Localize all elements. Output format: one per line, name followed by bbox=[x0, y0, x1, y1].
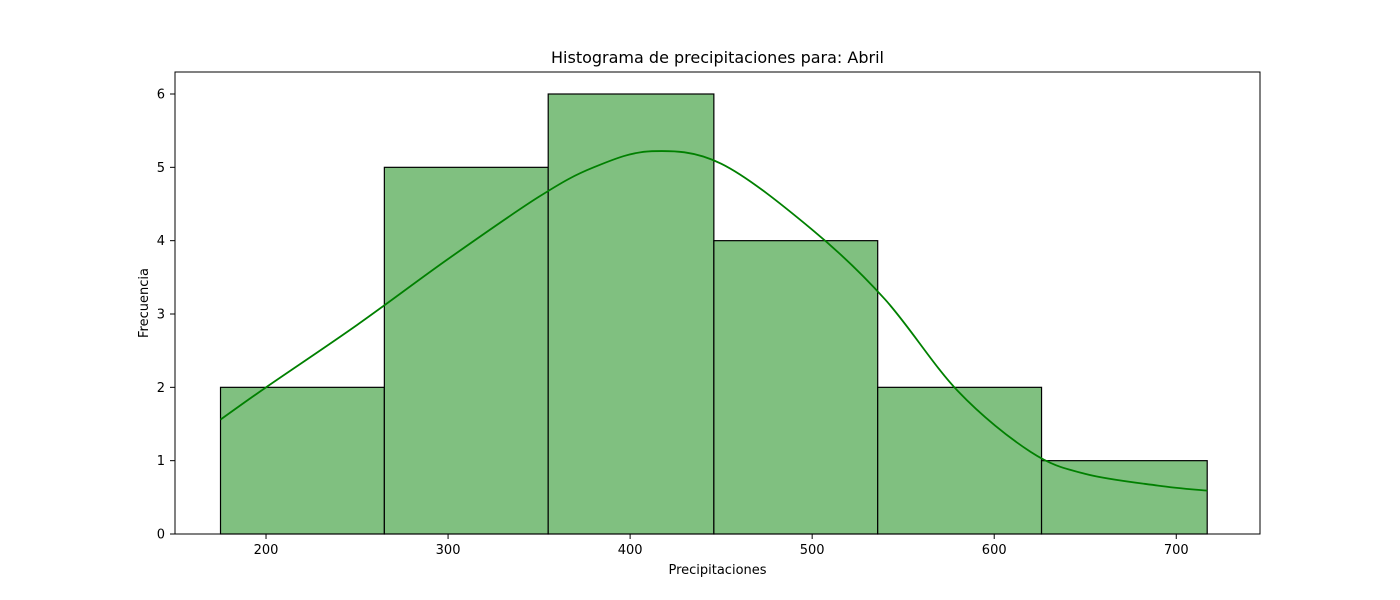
x-tick-label: 600 bbox=[982, 543, 1007, 558]
chart-title: Histograma de precipitaciones para: Abri… bbox=[551, 48, 884, 67]
x-tick-label: 200 bbox=[254, 543, 279, 558]
x-tick-label: 400 bbox=[618, 543, 643, 558]
x-tick-label: 700 bbox=[1164, 543, 1189, 558]
y-axis-ticks: 0 1 2 3 4 5 6 bbox=[157, 88, 175, 543]
y-tick-label: 2 bbox=[157, 381, 165, 396]
plot-frame bbox=[174, 71, 1261, 535]
x-tick-label: 500 bbox=[800, 543, 825, 558]
x-axis-title: Precipitaciones bbox=[668, 563, 766, 578]
y-tick-label: 6 bbox=[157, 88, 165, 103]
histogram-bar-3 bbox=[547, 93, 715, 535]
histogram-bar-4 bbox=[713, 240, 879, 535]
y-tick-label: 5 bbox=[157, 161, 165, 176]
x-axis-ticks: 200 300 400 500 600 700 bbox=[254, 534, 1189, 558]
histogram-bar-5 bbox=[877, 386, 1043, 535]
kde-curve bbox=[219, 150, 1208, 492]
y-tick-label: 4 bbox=[157, 234, 165, 249]
y-tick-label: 1 bbox=[157, 454, 165, 469]
x-tick-label: 300 bbox=[436, 543, 461, 558]
y-tick-label: 3 bbox=[157, 308, 165, 323]
y-axis-title: Frecuencia bbox=[137, 268, 152, 338]
y-tick-label: 0 bbox=[157, 528, 165, 543]
histogram-bar-2 bbox=[383, 166, 549, 535]
bars-layer bbox=[219, 93, 1208, 535]
histogram-bar-6 bbox=[1040, 460, 1208, 535]
kde-layer bbox=[219, 150, 1208, 492]
histogram-bar-1 bbox=[219, 386, 385, 535]
